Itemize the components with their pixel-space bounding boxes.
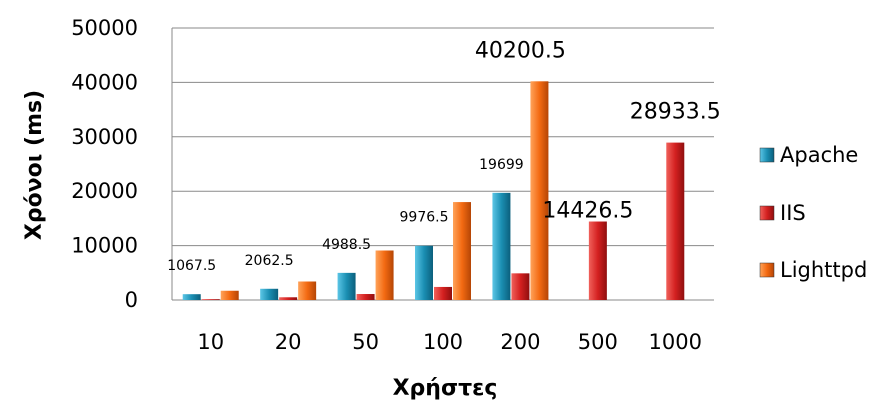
- bar-apache-10: [182, 294, 201, 300]
- bar-lighttpd-20: [298, 281, 317, 300]
- data-label: 28933.5: [630, 100, 721, 125]
- data-label: 40200.5: [475, 38, 566, 63]
- x-axis-ticks: 10 20 50 100 200 500 1000: [197, 330, 702, 354]
- y-tick-label: 50000: [71, 16, 138, 40]
- bar-lighttpd-50: [375, 250, 394, 300]
- legend-label-apache: Apache: [780, 143, 858, 167]
- bar-iis-500: [588, 221, 607, 300]
- bar-apache-20: [260, 288, 279, 300]
- bar-iis-200: [511, 273, 530, 300]
- y-tick-label: 10000: [71, 234, 138, 258]
- legend-swatch-iis: [759, 205, 775, 221]
- data-label: 1067.5: [167, 258, 216, 274]
- bars: [182, 81, 685, 300]
- data-label: 4988.5: [322, 237, 371, 253]
- data-label: 2062.5: [245, 253, 294, 269]
- data-label: 9976.5: [400, 210, 449, 226]
- x-tick-label: 500: [578, 330, 618, 354]
- bar-iis-1000: [666, 142, 685, 300]
- y-axis-title: Χρόνοι (ms): [22, 90, 47, 240]
- x-tick-label: 200: [500, 330, 540, 354]
- bar-apache-200: [492, 192, 511, 300]
- legend-swatch-lighttpd: [759, 262, 775, 278]
- bar-iis-10: [201, 299, 220, 300]
- x-tick-label: 50: [352, 330, 379, 354]
- y-axis-ticks: 0 10000 20000 30000 40000 50000: [71, 16, 138, 312]
- legend-label-iis: IIS: [780, 201, 806, 225]
- legend-swatch-apache: [759, 147, 775, 163]
- x-tick-label: 20: [275, 330, 302, 354]
- x-tick-label: 100: [423, 330, 463, 354]
- bar-apache-50: [337, 272, 356, 300]
- bar-apache-100: [415, 245, 433, 300]
- x-axis-title: Χρήστες: [393, 376, 498, 401]
- bar-lighttpd-10: [220, 290, 239, 300]
- bar-iis-50: [356, 294, 375, 300]
- y-tick-label: 30000: [71, 125, 138, 149]
- bar-iis-20: [279, 297, 298, 300]
- x-tick-label: 1000: [649, 330, 702, 354]
- bar-lighttpd-100: [453, 202, 471, 300]
- data-labels: 1067.5 2062.5 4988.5 9976.5 19699 40200.5 1442…: [167, 38, 721, 274]
- y-tick-label: 40000: [71, 70, 138, 94]
- legend: Apache IIS Lighttpd: [759, 143, 867, 282]
- y-tick-label: 20000: [71, 179, 138, 203]
- bar-iis-100: [434, 286, 452, 300]
- data-label: 19699: [479, 157, 524, 173]
- y-tick-label: 0: [125, 288, 138, 312]
- legend-label-lighttpd: Lighttpd: [780, 258, 867, 282]
- x-tick-label: 10: [197, 330, 224, 354]
- gridlines: [171, 27, 714, 301]
- bar-lighttpd-200: [530, 81, 549, 300]
- data-label: 14426.5: [542, 199, 633, 224]
